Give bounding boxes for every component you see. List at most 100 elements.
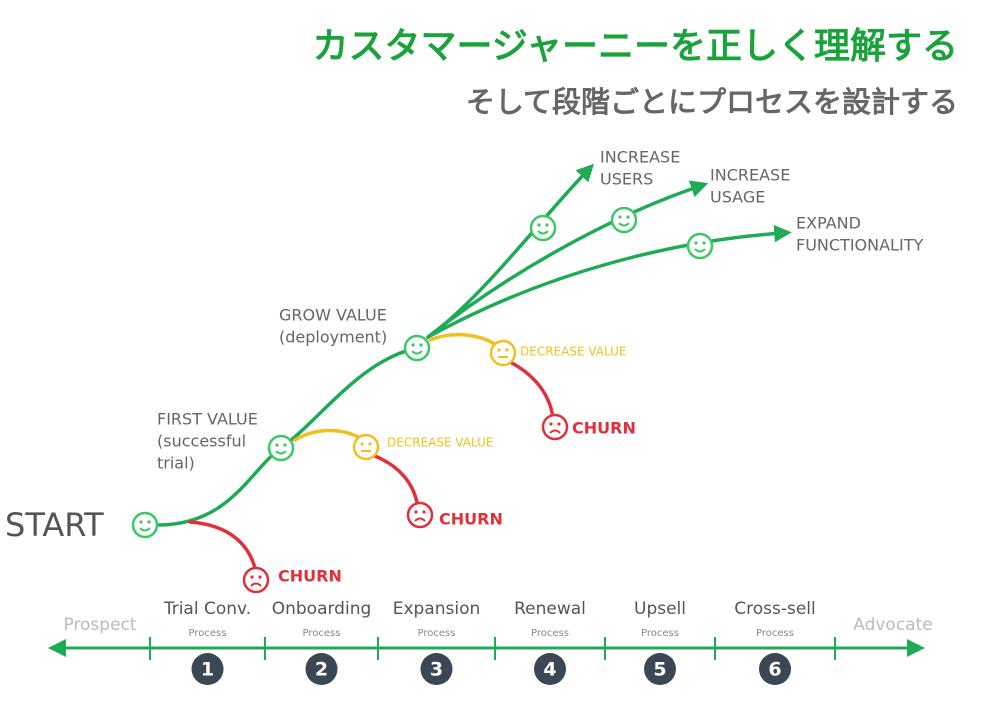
branch-path [426, 163, 595, 339]
eye [557, 422, 561, 426]
face [529, 214, 557, 242]
branch-path [426, 180, 709, 339]
churn-label: CHURN [439, 510, 503, 529]
decrease-label: DECREASE VALUE [520, 345, 626, 359]
mouth [618, 222, 630, 227]
stage-number: 5 [653, 659, 666, 681]
decrease-path [428, 332, 502, 350]
eye [419, 343, 423, 347]
eye [626, 215, 630, 219]
outcome-label: FUNCTIONALITY [796, 236, 923, 255]
face-icon [131, 511, 159, 539]
outcome-label: USERS [600, 170, 653, 189]
face-icon [403, 334, 431, 362]
stage-name: Renewal [514, 599, 586, 619]
arrow-head [907, 639, 925, 657]
face [610, 206, 638, 234]
mouth [250, 582, 262, 587]
eye [422, 510, 426, 514]
stage-number: 2 [315, 659, 328, 681]
mouth [139, 527, 151, 532]
eye [283, 443, 287, 447]
stage-number: 1 [201, 659, 214, 681]
eye [411, 343, 415, 347]
decrease-path [293, 428, 365, 442]
mouth [411, 350, 423, 355]
face-icon [686, 232, 714, 260]
face [489, 339, 517, 367]
stage-name: Cross-sell [734, 599, 816, 619]
mouth [694, 248, 706, 253]
outcome-label: INCREASE [710, 166, 790, 185]
stage-sub: Process [418, 628, 456, 639]
eye [139, 520, 143, 524]
branch-path [426, 224, 792, 339]
stage-badge [759, 653, 791, 685]
face-icon [242, 566, 270, 594]
churn-path [188, 520, 258, 574]
outcome-label: INCREASE [600, 148, 680, 167]
label: (successful [157, 432, 246, 451]
face [267, 434, 295, 462]
face-icon [489, 339, 517, 367]
face-icon [406, 501, 434, 529]
title: カスタマージャーニーを正しく理解する [313, 26, 958, 67]
eye [258, 575, 262, 579]
outcome-label: USAGE [710, 188, 765, 207]
eye [694, 241, 698, 245]
stage-badge [534, 653, 566, 685]
stage-name: Expansion [393, 599, 481, 619]
stage-name: Trial Conv. [163, 599, 251, 619]
stage-sub: Process [303, 628, 341, 639]
mouth [549, 429, 561, 434]
eye [505, 348, 509, 352]
stage-number: 3 [430, 659, 443, 681]
eye [414, 510, 418, 514]
stage-name: Upsell [634, 599, 686, 619]
stage-sub: Process [531, 628, 569, 639]
face [242, 566, 270, 594]
mouth [414, 517, 426, 522]
face [352, 433, 380, 461]
eye [537, 223, 541, 227]
churn-path [370, 453, 420, 510]
stage-sub: Process [189, 628, 227, 639]
face [406, 501, 434, 529]
face-icon [541, 413, 569, 441]
stage-sub: Process [756, 628, 794, 639]
eye [275, 443, 279, 447]
eye [368, 442, 372, 446]
stage-number: 4 [543, 659, 556, 681]
subtitle: そして段階ごとにプロセスを設計する [466, 85, 958, 119]
churn-label: CHURN [278, 567, 342, 586]
outcome-label: EXPAND [796, 214, 861, 233]
face [131, 511, 159, 539]
face [541, 413, 569, 441]
eye [497, 348, 501, 352]
eye [360, 442, 364, 446]
stage-sub: Process [641, 628, 679, 639]
decrease-label: DECREASE VALUE [387, 436, 493, 450]
stage-badge [191, 653, 224, 685]
label: (deployment) [279, 328, 387, 347]
label: FIRST VALUE [157, 410, 258, 429]
face [686, 232, 714, 260]
face [403, 334, 431, 362]
timeline-start: Prospect [63, 615, 136, 635]
timeline-end: Advocate [853, 615, 932, 635]
face-icon [529, 214, 557, 242]
arrow-head [48, 639, 66, 657]
stage-badge [644, 653, 676, 685]
label: GROW VALUE [279, 306, 387, 325]
face-icon [267, 434, 295, 462]
mouth [537, 230, 549, 235]
mouth [275, 450, 287, 455]
timeline [48, 639, 925, 657]
start-label: START [5, 506, 104, 544]
eye [250, 575, 254, 579]
label: trial) [157, 454, 195, 473]
eye [549, 422, 553, 426]
face-icon [610, 206, 638, 234]
eye [702, 241, 706, 245]
